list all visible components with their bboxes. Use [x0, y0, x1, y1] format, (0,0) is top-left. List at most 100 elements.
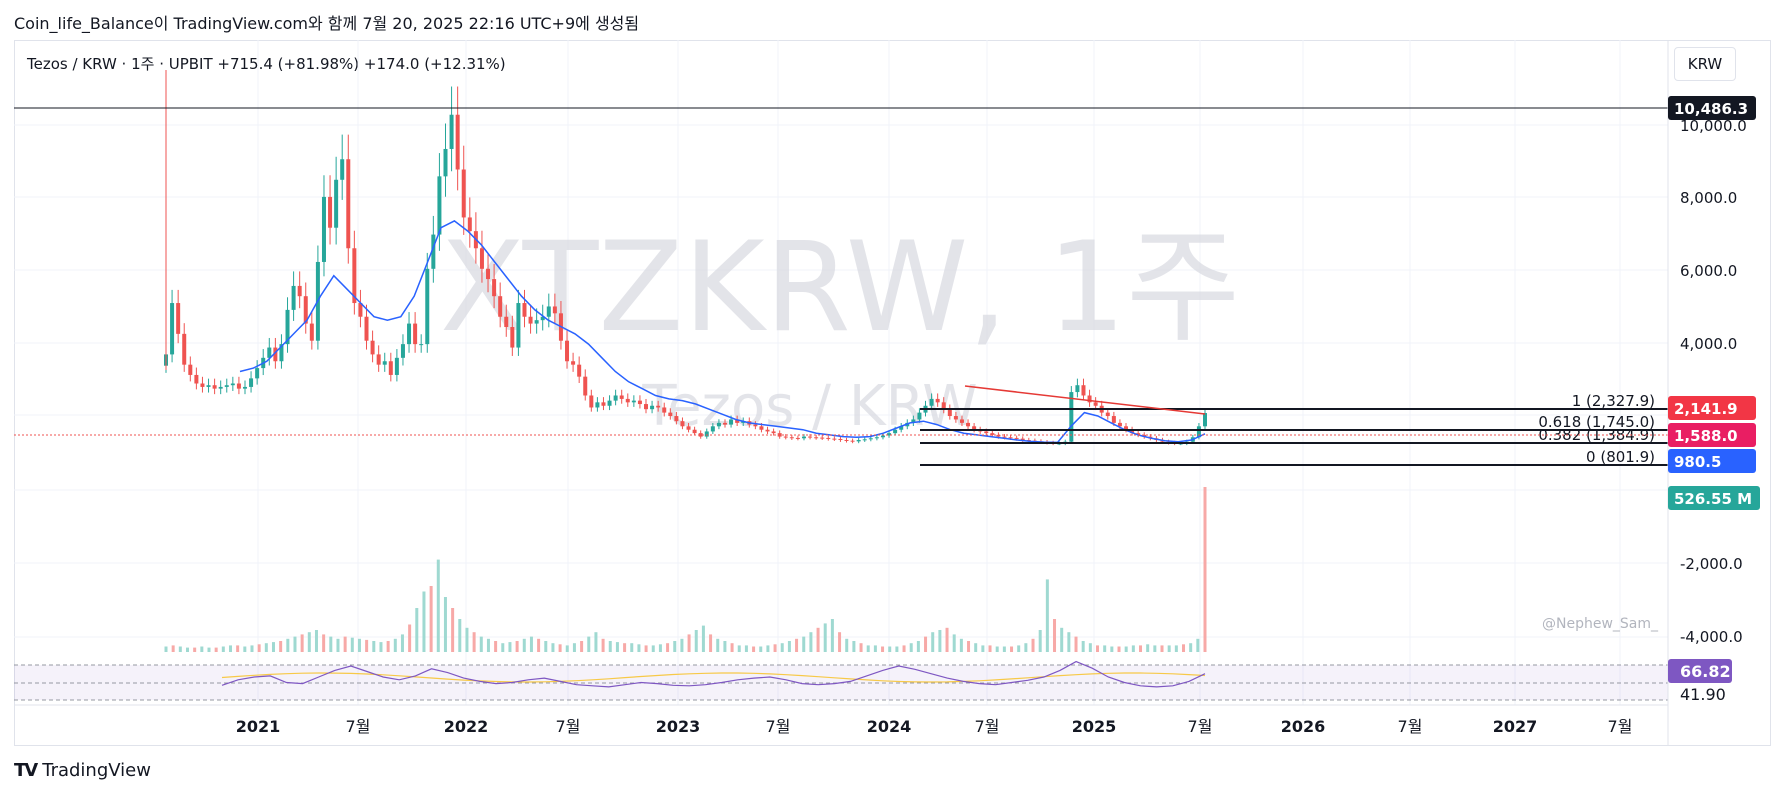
volume-bar: [1117, 646, 1121, 652]
volume-bar: [623, 643, 627, 652]
fib-label: 0.618 (1,745.0): [1538, 413, 1655, 431]
footer[interactable]: TV TradingView: [14, 760, 151, 781]
candle: [413, 312, 418, 353]
y-tick-label: 4,000.0: [1680, 335, 1737, 353]
volume-bar: [1060, 627, 1064, 652]
volume-bar: [393, 638, 397, 652]
volume-bar: [193, 647, 197, 652]
chart-frame: [14, 40, 1771, 746]
volume-bar: [408, 624, 412, 652]
candle: [625, 393, 630, 407]
volume-layer: [164, 487, 1207, 652]
volume-bar: [859, 643, 863, 652]
price-labels: 10,486.3 2,141.9 1,588.0 980.5 526.55 M 66.82…: [1668, 96, 1760, 704]
volume-bar: [1110, 646, 1114, 652]
candle: [224, 378, 229, 393]
volume-bar: [1131, 645, 1135, 652]
fib-label: 0 (801.9): [1586, 448, 1655, 466]
volume-bar: [780, 643, 784, 652]
volume-bar: [909, 643, 913, 652]
symbol-info[interactable]: Tezos / KRW · 1주 · UPBIT +715.4 (+81.98%…: [27, 55, 506, 73]
volume-bar: [501, 643, 505, 652]
volume-bar: [895, 646, 899, 652]
volume-bar: [988, 645, 992, 652]
candle: [309, 312, 314, 350]
candle: [321, 175, 326, 277]
volume-bar: [795, 638, 799, 652]
x-tick-label: 7월: [1608, 717, 1633, 736]
volume-bar: [723, 641, 727, 652]
candle: [832, 436, 837, 441]
candle: [467, 197, 472, 248]
volume-bar: [673, 641, 677, 652]
candle: [182, 323, 187, 372]
candle: [334, 156, 339, 245]
volume-bar: [809, 632, 813, 652]
candle: [249, 371, 254, 393]
volume-bar: [902, 645, 906, 652]
volume-bar: [608, 641, 612, 652]
volume-bar: [350, 637, 354, 652]
volume-bar: [666, 643, 670, 652]
x-tick-label: 2025: [1072, 717, 1117, 736]
candle: [637, 395, 642, 409]
volume-bar: [508, 642, 512, 652]
candle: [710, 423, 715, 434]
volume-bar: [357, 638, 361, 652]
volume-bar: [816, 627, 820, 652]
candle: [382, 352, 387, 372]
candle: [966, 419, 971, 430]
price-badge-text: 1,588.0: [1674, 427, 1738, 445]
candle: [218, 380, 223, 395]
volume-bar: [515, 641, 519, 652]
candle: [340, 134, 345, 200]
candle: [364, 304, 369, 350]
volume-bar: [422, 591, 426, 652]
volume-bar: [171, 645, 175, 652]
volume-bar: [787, 641, 791, 652]
candle: [1093, 397, 1098, 411]
volume-bar: [873, 645, 877, 652]
volume-bar: [1196, 638, 1200, 652]
candle: [486, 252, 491, 293]
candle: [516, 289, 521, 356]
candle: [552, 293, 557, 325]
volume-bar: [952, 634, 956, 652]
price-chart[interactable]: XTZKRW, 1주 Tezos / KRW 1 (2,327.9) 0.618 …: [0, 0, 1781, 760]
volume-bar: [845, 638, 849, 652]
volume-bar: [852, 641, 856, 652]
candle: [255, 360, 260, 385]
candle: [170, 289, 175, 363]
candle: [583, 369, 588, 401]
candle: [358, 289, 363, 328]
candle: [1075, 378, 1080, 398]
candle: [753, 421, 758, 430]
volume-bar: [465, 627, 469, 652]
candle: [874, 434, 879, 441]
volume-bar: [343, 636, 347, 652]
candle: [1130, 426, 1135, 436]
volume-bar: [1182, 644, 1186, 652]
candle: [722, 419, 727, 428]
candle: [771, 428, 776, 436]
volume-bar: [415, 608, 419, 652]
candle: [291, 271, 296, 321]
volume-bar: [551, 643, 555, 652]
volume-bar: [544, 641, 548, 652]
candle: [850, 438, 855, 444]
candle: [862, 437, 867, 442]
candle: [589, 389, 594, 412]
volume-bar: [293, 636, 297, 652]
currency-button[interactable]: KRW: [1674, 47, 1736, 81]
volume-bar: [1189, 643, 1193, 652]
fib-label: 0.382 (1,384.9): [1538, 426, 1655, 444]
candle: [200, 376, 205, 393]
candle: [686, 423, 691, 433]
volume-bar: [257, 644, 261, 652]
candles-layer: [164, 70, 1207, 446]
candle: [838, 436, 843, 442]
volume-bar: [823, 623, 827, 652]
trendline[interactable]: [964, 385, 1206, 415]
volume-bar: [1067, 632, 1071, 652]
volume-bar: [243, 646, 247, 652]
